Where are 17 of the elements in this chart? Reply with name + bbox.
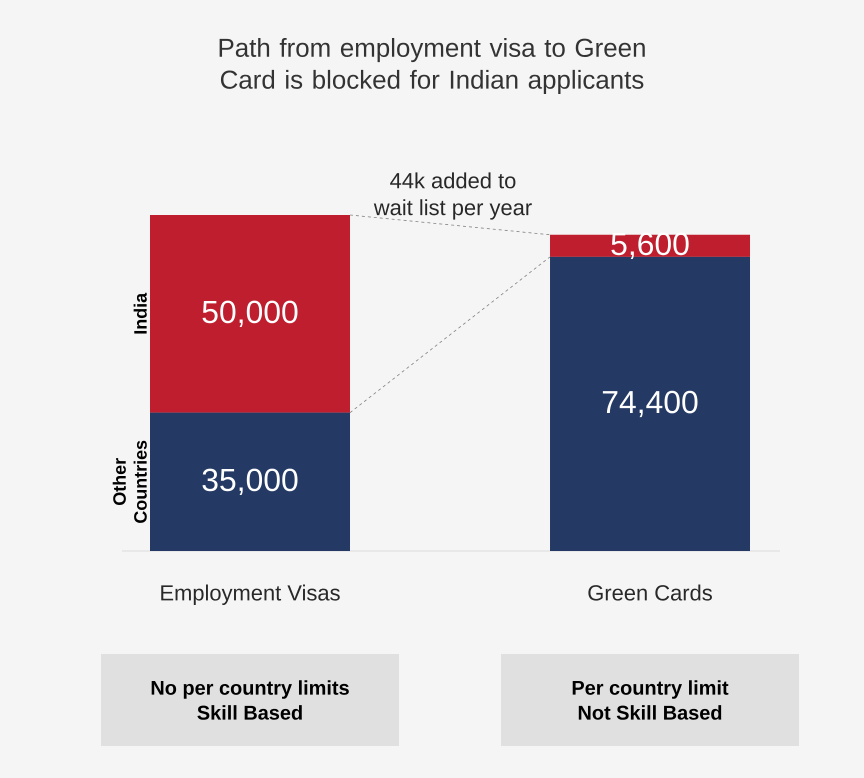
text: Per country limit <box>572 680 728 699</box>
text: Other Countries <box>112 440 147 523</box>
chart-title: Path from employment visa to Green Card is blocked for Indian applicants <box>220 38 645 94</box>
text: India <box>134 292 147 334</box>
annotation: wait list per year <box>374 199 532 220</box>
text: Skill Based <box>197 705 302 720</box>
text: 44k added to <box>390 172 516 188</box>
data-label: 5,600 <box>611 232 689 259</box>
x-tick-label: Green Cards <box>588 584 712 601</box>
data-label: 50,000 <box>202 300 298 327</box>
data-label: 35,000 <box>202 468 298 495</box>
data-label: 74,400 <box>602 390 698 418</box>
text: No per country limits <box>152 680 349 699</box>
bar <box>150 412 350 551</box>
text: Not Skill Based <box>578 705 722 720</box>
bar <box>150 214 350 413</box>
x-tick-label: Employment Visas <box>161 584 340 605</box>
